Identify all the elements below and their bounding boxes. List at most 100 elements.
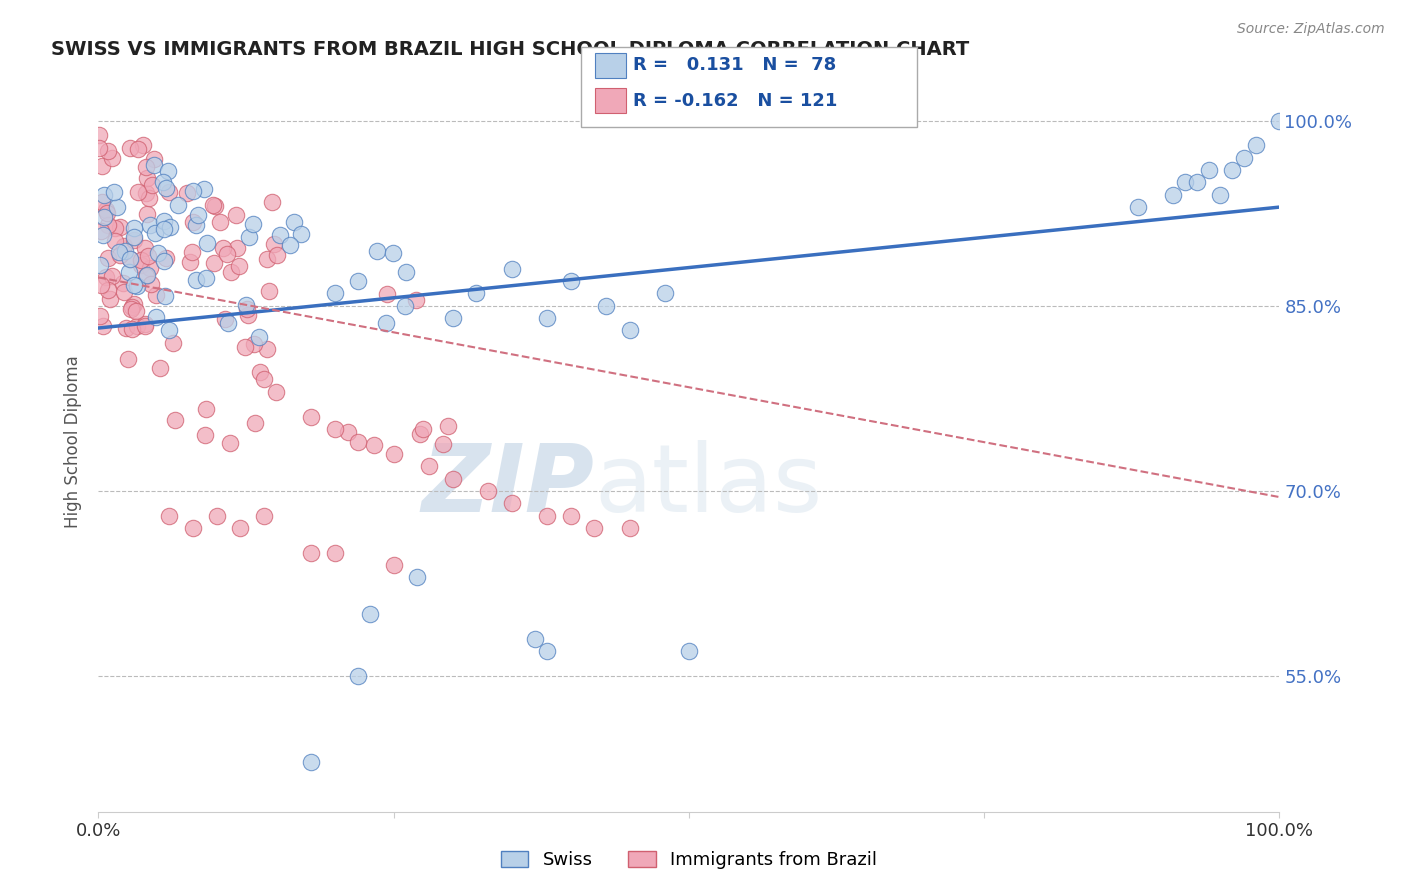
Point <box>253 508 276 523</box>
Point <box>104 235 127 249</box>
Point <box>221 265 243 279</box>
Point <box>157 185 180 199</box>
Point <box>91 228 114 243</box>
Point <box>1161 187 1184 202</box>
Point <box>560 274 582 288</box>
Point <box>89 277 111 292</box>
Point <box>94 203 117 218</box>
Point <box>100 268 122 283</box>
Point <box>139 277 162 291</box>
Point <box>96 269 118 284</box>
Point <box>141 178 163 192</box>
Point <box>619 324 641 338</box>
Point <box>87 128 110 142</box>
Point <box>1126 200 1149 214</box>
Point <box>187 208 209 222</box>
Point <box>235 340 257 354</box>
Point <box>121 322 143 336</box>
Point <box>278 238 301 252</box>
Point <box>145 226 167 240</box>
Point <box>135 160 157 174</box>
Point <box>112 276 135 290</box>
Point <box>125 279 148 293</box>
Point <box>193 182 215 196</box>
Point <box>236 302 259 317</box>
Point <box>218 435 240 450</box>
Point <box>264 385 287 400</box>
Point <box>181 184 204 198</box>
Point <box>501 261 523 276</box>
Point <box>91 318 114 333</box>
Point <box>152 175 174 189</box>
Point <box>536 508 558 523</box>
Point <box>208 215 231 229</box>
Point <box>117 351 139 366</box>
Text: ZIP: ZIP <box>422 440 595 532</box>
Text: atlas: atlas <box>595 440 823 532</box>
Point <box>155 180 177 194</box>
Point <box>122 229 145 244</box>
Point <box>97 283 120 297</box>
Point <box>131 258 153 272</box>
Point <box>120 302 142 317</box>
Point <box>195 401 218 416</box>
Point <box>226 241 249 255</box>
Point <box>134 318 156 333</box>
Point <box>211 241 233 255</box>
Point <box>118 252 141 267</box>
Point <box>235 298 257 312</box>
Point <box>247 330 270 344</box>
Point <box>202 256 225 270</box>
Point <box>138 249 160 263</box>
Point <box>89 258 111 272</box>
Point <box>101 151 124 165</box>
Text: Source: ZipAtlas.com: Source: ZipAtlas.com <box>1237 22 1385 37</box>
Point <box>97 144 120 158</box>
Point <box>437 418 460 433</box>
Point <box>186 273 208 287</box>
Point <box>194 427 217 442</box>
Point <box>363 438 385 452</box>
Point <box>501 496 523 510</box>
Point <box>375 316 398 330</box>
Point <box>124 233 146 247</box>
Point <box>153 253 176 268</box>
Point <box>299 756 322 770</box>
Point <box>114 244 136 258</box>
Point <box>347 274 370 288</box>
Point <box>375 286 398 301</box>
Point <box>90 224 112 238</box>
Point <box>195 271 218 285</box>
Point <box>347 669 370 683</box>
Point <box>139 260 162 275</box>
Point <box>299 546 322 560</box>
Point <box>394 299 416 313</box>
Point <box>176 186 198 200</box>
Point <box>122 277 145 292</box>
Point <box>283 215 305 229</box>
Point <box>204 199 226 213</box>
Point <box>157 323 180 337</box>
Point <box>256 343 278 357</box>
Point <box>103 185 125 199</box>
Point <box>135 268 157 283</box>
Point <box>595 299 617 313</box>
Point <box>654 286 676 301</box>
Point <box>382 558 405 572</box>
Point <box>299 409 322 424</box>
Point <box>98 292 121 306</box>
Point <box>323 286 346 301</box>
Point <box>266 248 288 262</box>
Point <box>1244 138 1267 153</box>
Text: R = -0.162   N = 121: R = -0.162 N = 121 <box>633 92 837 110</box>
Point <box>157 508 180 523</box>
Point <box>406 570 429 584</box>
Point <box>114 285 136 300</box>
Point <box>217 316 239 330</box>
Point <box>122 297 145 311</box>
Point <box>347 434 370 449</box>
Point <box>149 360 172 375</box>
Point <box>290 227 312 242</box>
Point <box>336 425 359 439</box>
Point <box>359 607 381 622</box>
